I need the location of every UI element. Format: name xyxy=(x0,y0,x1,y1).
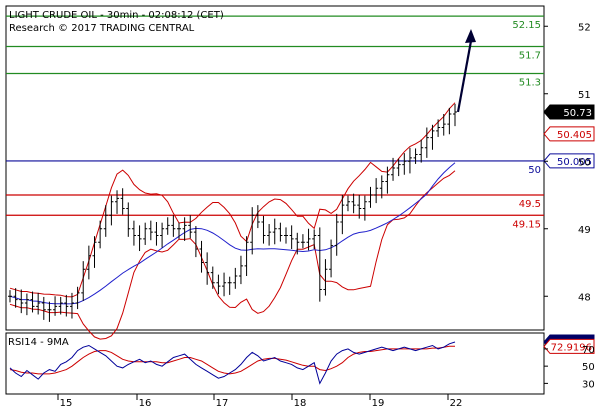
rsi-panel xyxy=(5,332,545,395)
level-label: 49.5 xyxy=(519,199,541,210)
y-tick-label: 48 xyxy=(578,292,591,303)
level-label: 51.3 xyxy=(519,78,541,89)
y-tick-label: 50 xyxy=(578,157,591,168)
x-tick-label: 18 xyxy=(294,398,307,409)
y-tick-label: 52 xyxy=(578,22,591,33)
levels-layer: 52.15 51.7 51.3 50 49.5 49.15 xyxy=(6,15,544,230)
x-tick-label: 19 xyxy=(372,398,385,409)
x-tick-label: 16 xyxy=(139,398,152,409)
y-tick-label: 51 xyxy=(578,90,591,101)
rsi-line xyxy=(9,341,456,385)
price-tag-price xyxy=(543,104,595,120)
rsi-tick-label: 50 xyxy=(582,362,595,373)
y-tick-label: 49 xyxy=(578,225,591,236)
price-tag-band xyxy=(543,126,595,142)
rsi-layer: 30 50 70 xyxy=(9,341,595,390)
price-tag-label: 72.9196 xyxy=(551,342,592,353)
bollinger-upper xyxy=(9,102,456,298)
level-label: 50 xyxy=(528,165,541,176)
moving-average-layer xyxy=(9,162,456,305)
forecast-arrow-head xyxy=(465,29,476,43)
main-panel xyxy=(5,5,545,331)
y-axis: 48 49 50 51 52 xyxy=(544,22,591,303)
price-tag-rsima xyxy=(543,338,595,354)
x-tick-label: 17 xyxy=(216,398,229,409)
chart-title: LIGHT CRUDE OIL - 30min - 02:08:12 (CET) xyxy=(9,10,224,21)
candles-layer xyxy=(8,103,457,322)
price-tag-label: 50.73 xyxy=(563,108,592,119)
rsi-label: RSI14 - 9MA xyxy=(8,337,69,348)
price-tag-label: 50.405 xyxy=(557,130,592,141)
rsi-tick-label: 30 xyxy=(582,379,595,390)
moving-average-line xyxy=(9,162,456,305)
rsi-tick-label: 70 xyxy=(582,345,595,356)
level-label: 52.15 xyxy=(512,20,541,31)
forecast-arrow-line xyxy=(456,40,473,113)
research-credit: Research © 2017 TRADING CENTRAL xyxy=(9,23,195,34)
rsi-ma-line xyxy=(9,345,455,375)
price-tag-label: 50.005 xyxy=(557,157,592,168)
forecast-arrow-layer xyxy=(456,29,476,113)
price-tag-pivot xyxy=(543,153,595,169)
level-label: 51.7 xyxy=(519,51,541,62)
bollinger-layer xyxy=(9,102,456,340)
bollinger-lower xyxy=(9,170,456,340)
x-axis: 15 16 17 18 19 22 xyxy=(57,394,463,409)
level-label: 49.15 xyxy=(512,219,541,230)
x-tick-label: 15 xyxy=(60,398,73,409)
x-tick-label: 22 xyxy=(450,398,463,409)
